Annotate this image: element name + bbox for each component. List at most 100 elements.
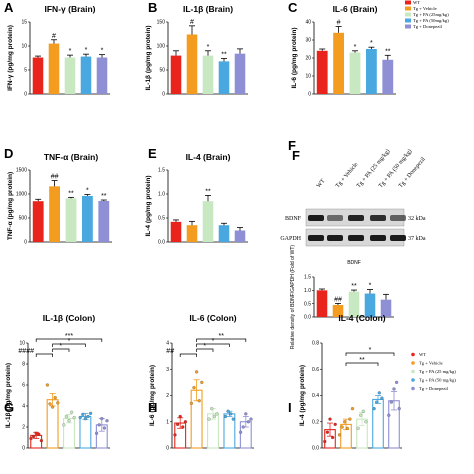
bar [218,225,230,242]
data-point [207,417,211,421]
significance-bracket [52,343,86,347]
y-tick-label: 15 [21,20,27,26]
legend-marker [411,378,415,382]
bar [218,61,230,94]
bar [234,53,246,94]
y-tick-label: 0.4 [312,393,319,399]
y-tick-label: 0 [24,92,27,98]
bracket-label: #### [18,348,34,355]
data-point [192,386,196,390]
y-tick-label: 0.6 [312,367,319,373]
legend-label: Tg + PA (50mg/kg) [413,18,449,23]
y-tick-label: 8 [22,362,25,368]
data-point [72,415,76,420]
data-point [249,417,253,421]
bar [316,50,328,94]
y-tick-label: 30 [305,38,311,44]
bar [332,305,344,317]
y-tick-label: 0 [162,92,165,98]
legend-label: WT [413,0,420,5]
significance-mark: * [207,44,210,51]
y-tick-label: 150 [157,20,166,26]
data-point [29,436,33,441]
bar-outline [79,415,92,449]
legend-marker [411,386,415,391]
panel-e: E IL-4 (Brain) 0.0 0.5 1.0 1.5 IL-4 (pg/mg pro… [145,146,248,246]
data-point [348,417,352,421]
data-point [361,409,365,413]
y-tick-label: 10 [21,44,27,50]
data-point [197,399,201,403]
significance-mark: * [69,48,72,55]
blot-band [370,235,386,241]
data-point [231,417,235,421]
data-point [181,425,185,429]
y-tick-label: 0 [166,446,169,452]
band-size-label: 32 kDa [408,216,426,222]
significance-bracket [345,362,379,366]
blot-band [308,215,324,221]
y-tick-label: 3 [166,367,169,373]
data-point [64,414,69,419]
y-tick-label: 0.0 [312,446,319,452]
legend-label: Tg + Vehicle [419,361,443,366]
data-point [223,414,228,419]
data-point [212,414,216,419]
panel-letter: F [292,148,300,163]
bar [49,186,61,242]
data-point [343,420,347,424]
data-point [102,426,107,430]
significance-bracket [196,343,230,347]
data-point [328,417,332,421]
y-axis-label: IL-6 (pg/mg protein) [291,27,298,88]
bar [64,57,76,94]
panel-i: I IL-4 (Colon) 0.0 0.2 0.4 0.6 0.8 IL-4 (pg/mg … [288,313,402,452]
y-axis-label: IL-6 (pg/mg protein) [149,365,156,426]
data-point [183,420,187,424]
data-point [325,430,329,434]
data-point [331,435,335,440]
data-point [105,419,109,423]
significance-bracket [179,353,197,357]
bar [316,290,328,317]
chart-title: IL-1β (Brain) [183,4,233,14]
panel-letter: I [288,400,292,415]
panel-a: A IFN-γ (Brain) 0 5 10 15 IFN-γ (pg/mg protein… [4,0,110,98]
significance-mark: ** [68,190,74,197]
significance-mark: # [190,19,194,26]
significance-mark: * [369,283,372,290]
data-point [364,420,368,424]
data-point [78,415,82,420]
y-axis-label: Relative density of BDNF/GAPDH (Fold of … [290,245,296,350]
y-tick-label: 5 [24,68,27,74]
y-tick-label: 40 [305,20,311,26]
bar [80,56,92,94]
data-point [387,413,391,417]
data-point [56,401,60,405]
panel-letter: H [148,400,157,415]
bar [170,221,182,242]
panel-g: G IL-1β (Colon) 0 2 4 6 8 10 IL-1β (pg/mg protei… [4,313,110,452]
y-tick-label: 0.5 [158,216,165,222]
significance-mark: ** [351,283,357,290]
chart-title: IL-4 (Brain) [186,152,231,162]
bar-outline [372,398,384,449]
data-point [395,380,399,384]
legend-label: Tg + Vehicle [413,6,437,11]
protein-label: GAPDH [280,236,301,242]
lane-label: WT [316,178,327,189]
bar [202,55,214,94]
y-axis-label: IFN-γ (pg/mg protein) [7,25,14,91]
panel-letter: G [4,400,14,415]
y-tick-label: 0.0 [304,315,311,321]
data-point [81,412,85,416]
blot-band [327,215,343,221]
legend-marker [411,369,415,374]
blot-band [370,215,386,221]
legend-label: Tg + PA (25 mg/kg) [419,369,456,374]
bracket-label: * [212,338,215,345]
y-tick-label: 6 [22,383,25,389]
data-point [53,396,57,400]
